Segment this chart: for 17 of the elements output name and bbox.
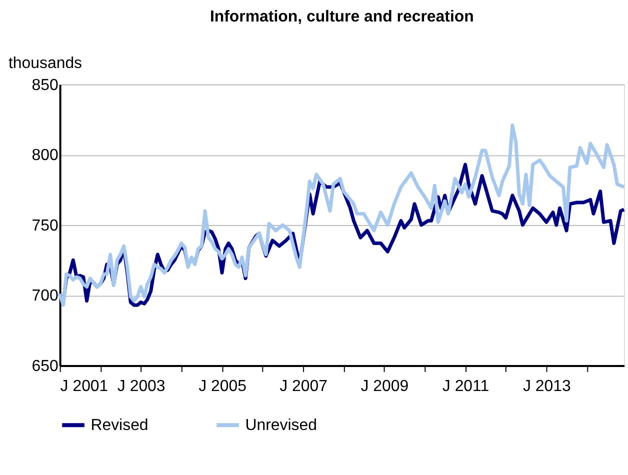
- legend-label: Revised: [90, 417, 148, 434]
- x-tick-label: J 2011: [442, 378, 490, 395]
- x-tick-label: J 2003: [117, 378, 166, 395]
- y-tick-label: 800: [32, 147, 58, 164]
- chart-title: Information, culture and recreation: [210, 8, 474, 26]
- line-series: [58, 123, 626, 307]
- legend-label: Unrevised: [245, 417, 317, 434]
- y-axis-title: thousands: [8, 54, 82, 72]
- x-tick-label: J 2001: [60, 378, 108, 395]
- y-tick-label: 650: [32, 358, 58, 376]
- y-tick-label: 850: [32, 76, 58, 94]
- x-tick-label: J 2009: [360, 378, 409, 395]
- x-tick-label: J 2005: [198, 378, 247, 395]
- x-tick-label: J 2007: [280, 378, 328, 395]
- x-tick-label: J 2013: [522, 378, 571, 395]
- y-tick-label: 750: [32, 217, 58, 234]
- y-tick-label: 700: [32, 288, 58, 305]
